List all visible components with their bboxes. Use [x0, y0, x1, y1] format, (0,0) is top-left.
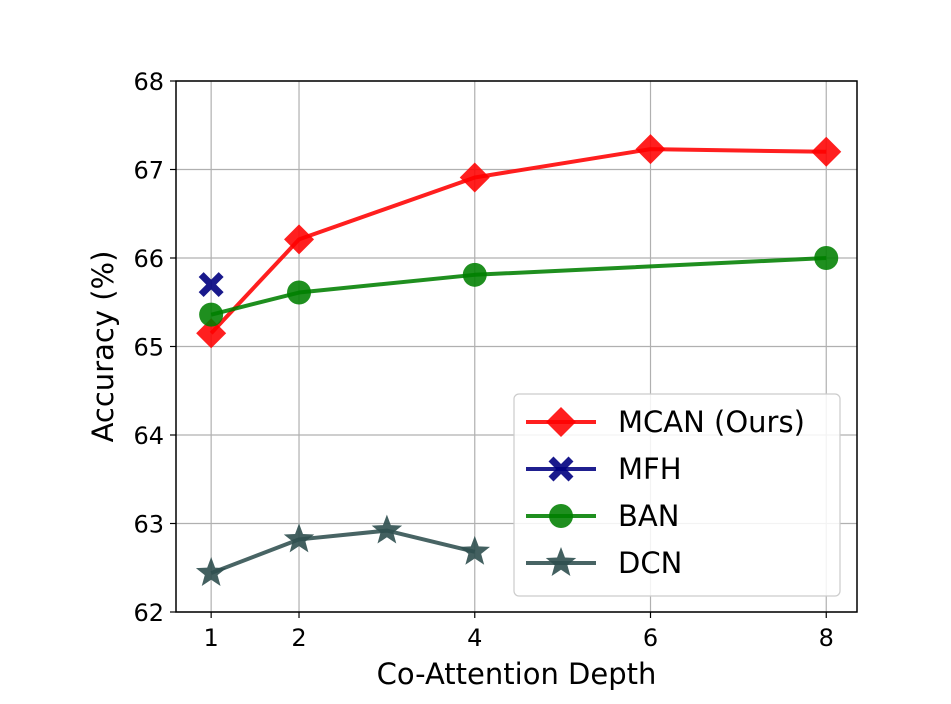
legend-item: BAN	[526, 499, 679, 533]
x-tick-label: 4	[467, 624, 482, 652]
y-tick-label: 66	[133, 245, 164, 273]
data-point	[198, 272, 224, 298]
series-ban	[199, 246, 839, 327]
legend-label: DCN	[618, 546, 682, 580]
x-tick-label: 2	[291, 624, 306, 652]
legend-label: BAN	[618, 499, 679, 533]
data-point	[195, 557, 227, 586]
data-point	[283, 523, 315, 553]
x-tick-label: 1	[204, 624, 219, 652]
x-tick-label: 8	[819, 624, 834, 652]
y-tick-label: 67	[133, 157, 164, 185]
data-point	[196, 318, 227, 349]
x-tick-label: 6	[643, 624, 658, 652]
legend-item: MCAN (Ours)	[526, 405, 805, 439]
data-point	[635, 134, 666, 165]
legend-label: MCAN (Ours)	[618, 405, 805, 439]
data-point	[811, 136, 842, 167]
legend-marker	[548, 456, 574, 482]
y-tick-label: 63	[133, 511, 164, 539]
legend-marker	[549, 504, 573, 528]
series-line	[210, 528, 476, 575]
data-point	[462, 262, 487, 287]
data-point	[199, 302, 224, 327]
legend-label: MFH	[618, 452, 682, 486]
data-point	[459, 162, 490, 193]
legend-box	[513, 393, 841, 597]
series-dcn	[195, 514, 490, 586]
series-mfh	[198, 272, 224, 298]
y-tick-label: 64	[133, 422, 164, 450]
legend-marker	[545, 547, 577, 576]
legend-item: DCN	[526, 546, 682, 580]
series-mcan-ours	[196, 134, 842, 349]
y-axis-label: Accuracy (%)	[86, 251, 120, 443]
data-point	[371, 514, 403, 544]
y-tick-label: 62	[133, 599, 164, 627]
legend: MCAN (Ours) MFH BAN DCN	[513, 393, 841, 597]
series-line	[210, 256, 827, 317]
data-point	[459, 535, 490, 565]
series-layer	[195, 134, 842, 586]
data-point	[287, 280, 312, 305]
data-point	[284, 224, 315, 255]
y-tick-label: 65	[133, 334, 164, 362]
y-tick-label: 68	[133, 68, 164, 96]
data-point	[814, 246, 839, 270]
legend-marker	[546, 407, 576, 437]
legend-item: MFH	[526, 452, 682, 486]
x-axis-label: Co-Attention Depth	[377, 657, 657, 691]
